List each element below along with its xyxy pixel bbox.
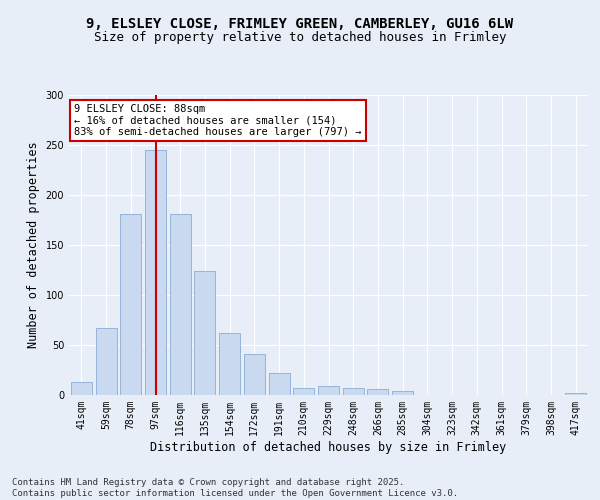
Bar — [293, 388, 314, 395]
Bar — [367, 389, 388, 395]
Bar — [244, 354, 265, 395]
Bar — [219, 333, 240, 395]
Bar — [120, 214, 141, 395]
Text: Size of property relative to detached houses in Frimley: Size of property relative to detached ho… — [94, 31, 506, 44]
Y-axis label: Number of detached properties: Number of detached properties — [27, 142, 40, 348]
Bar — [343, 388, 364, 395]
Bar — [170, 214, 191, 395]
Text: 9, ELSLEY CLOSE, FRIMLEY GREEN, CAMBERLEY, GU16 6LW: 9, ELSLEY CLOSE, FRIMLEY GREEN, CAMBERLE… — [86, 18, 514, 32]
X-axis label: Distribution of detached houses by size in Frimley: Distribution of detached houses by size … — [151, 440, 506, 454]
Bar — [95, 328, 116, 395]
Bar — [269, 373, 290, 395]
Text: 9 ELSLEY CLOSE: 88sqm
← 16% of detached houses are smaller (154)
83% of semi-det: 9 ELSLEY CLOSE: 88sqm ← 16% of detached … — [74, 104, 362, 137]
Bar — [565, 393, 586, 395]
Bar — [194, 271, 215, 395]
Bar — [318, 386, 339, 395]
Bar — [71, 382, 92, 395]
Text: Contains HM Land Registry data © Crown copyright and database right 2025.
Contai: Contains HM Land Registry data © Crown c… — [12, 478, 458, 498]
Bar — [392, 391, 413, 395]
Bar — [145, 150, 166, 395]
